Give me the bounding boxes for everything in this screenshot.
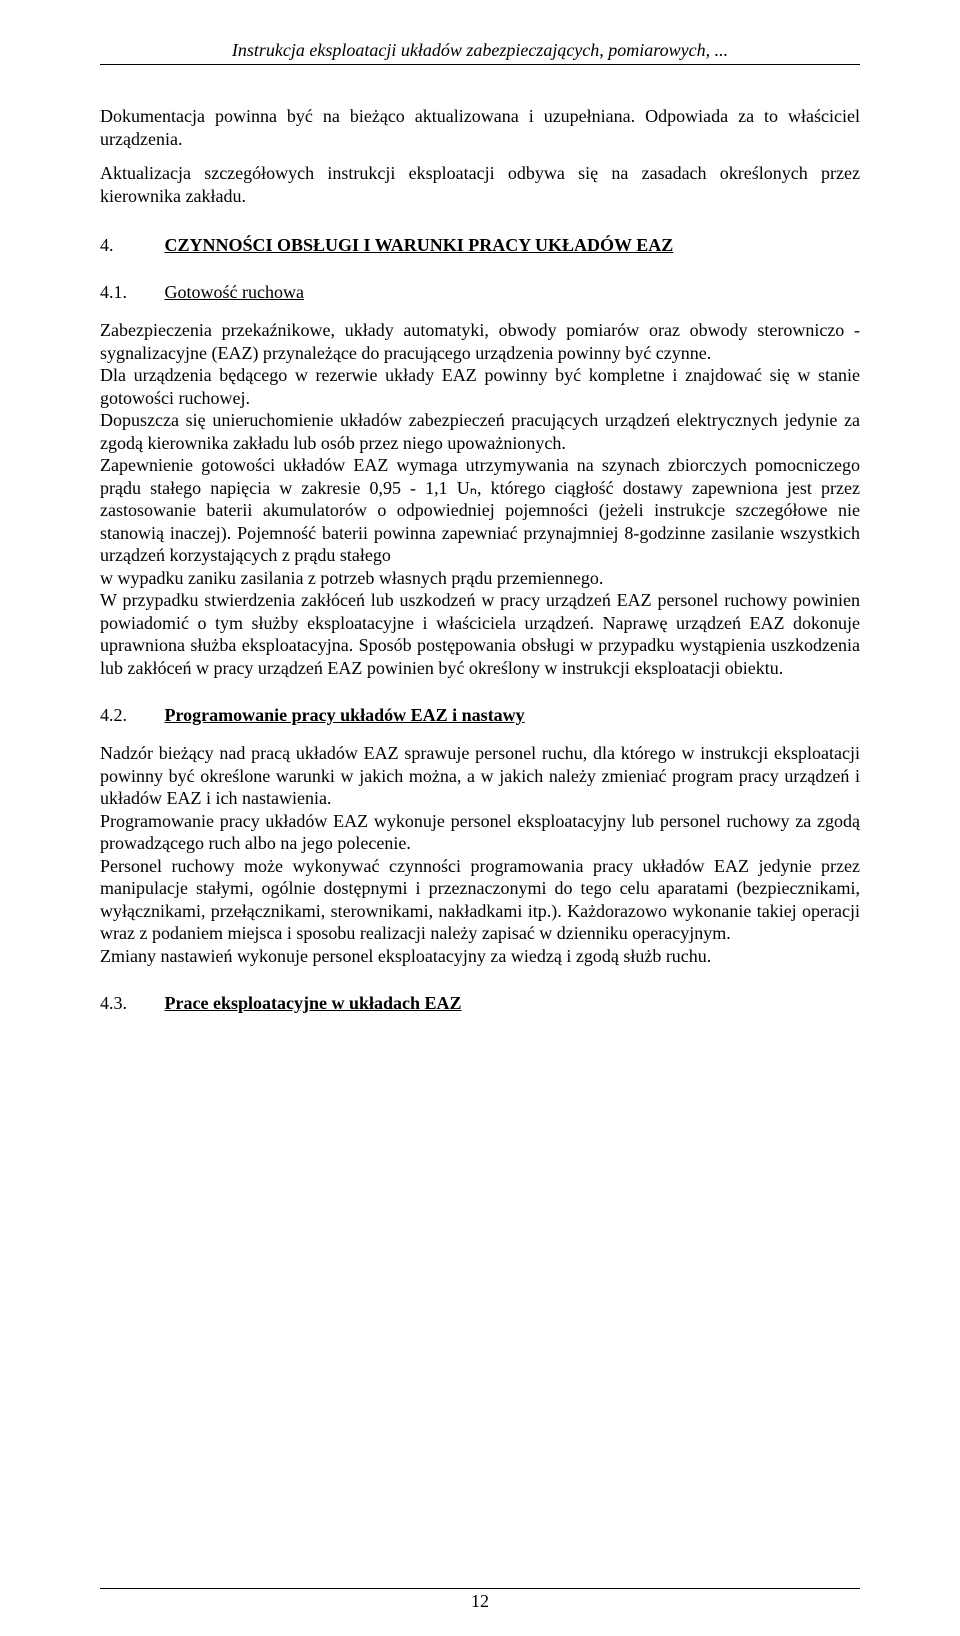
section-4-2-heading: 4.2. Programowanie pracy układów EAZ i n… (100, 705, 860, 726)
intro-paragraph-2: Aktualizacja szczegółowych instrukcji ek… (100, 162, 860, 207)
section-4-2-number: 4.2. (100, 705, 160, 726)
section-4-3-title: Prace eksploatacyjne w układach EAZ (165, 993, 462, 1013)
section-4-2-body: Nadzór bieżący nad pracą układów EAZ spr… (100, 742, 860, 967)
section-4-number: 4. (100, 235, 160, 256)
page-footer: 12 (100, 1588, 860, 1612)
section-4-3-number: 4.3. (100, 993, 160, 1014)
section-4-3-heading: 4.3. Prace eksploatacyjne w układach EAZ (100, 993, 860, 1014)
section-4-1-title: Gotowość ruchowa (165, 282, 304, 302)
section-4-heading: 4. CZYNNOŚCI OBSŁUGI I WARUNKI PRACY UKŁ… (100, 235, 860, 256)
section-4-1-heading: 4.1. Gotowość ruchowa (100, 282, 860, 303)
section-4-1-body: Zabezpieczenia przekaźnikowe, układy aut… (100, 319, 860, 679)
section-4-title: CZYNNOŚCI OBSŁUGI I WARUNKI PRACY UKŁADÓ… (165, 235, 674, 255)
section-4-1-number: 4.1. (100, 282, 160, 303)
running-header: Instrukcja eksploatacji układów zabezpie… (100, 40, 860, 65)
document-page: Instrukcja eksploatacji układów zabezpie… (0, 0, 960, 1636)
intro-paragraph-1: Dokumentacja powinna być na bieżąco aktu… (100, 105, 860, 150)
section-4-2-title: Programowanie pracy układów EAZ i nastaw… (165, 705, 525, 725)
page-number: 12 (471, 1591, 489, 1611)
